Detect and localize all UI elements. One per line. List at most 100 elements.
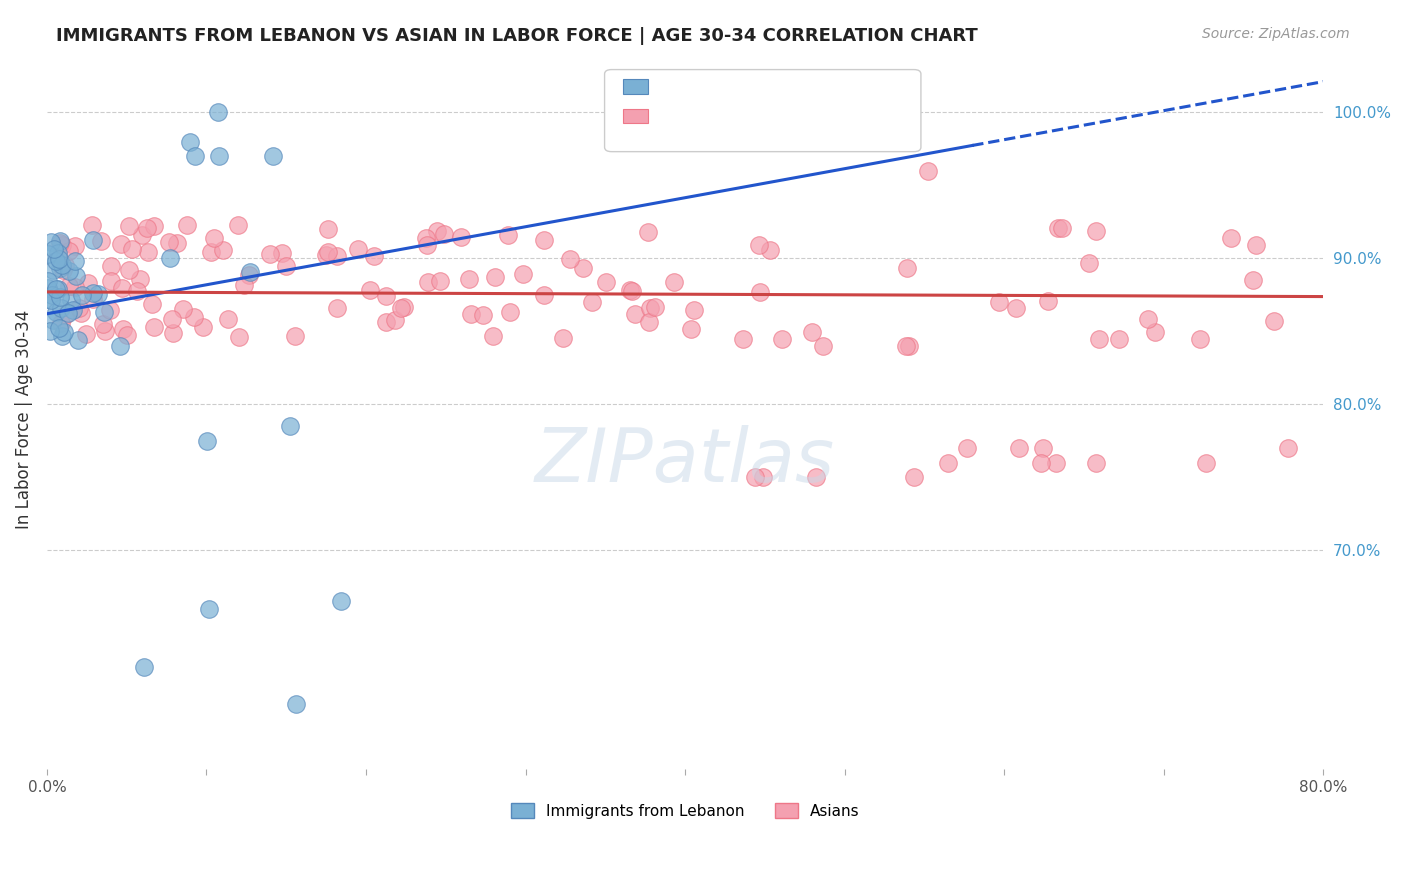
Point	[363, 249, 385, 263]
Point	[67, 333, 90, 347]
Point	[49, 235, 72, 249]
Point	[238, 268, 260, 283]
Point	[100, 259, 122, 273]
Point	[374, 289, 396, 303]
Text: IMMIGRANTS FROM LEBANON VS ASIAN IN LABOR FORCE | AGE 30-34 CORRELATION CHART: IMMIGRANTS FROM LEBANON VS ASIAN IN LABO…	[56, 27, 979, 45]
Point	[108, 339, 131, 353]
Point	[415, 231, 437, 245]
Point	[271, 246, 294, 260]
Point	[166, 235, 188, 250]
Text: N =: N =	[778, 76, 807, 90]
Point	[100, 274, 122, 288]
Point	[936, 456, 959, 470]
Point	[110, 236, 132, 251]
Point	[42, 242, 65, 256]
Point	[278, 419, 301, 434]
Point	[638, 301, 661, 315]
Point	[53, 309, 76, 323]
Point	[644, 300, 666, 314]
Point	[956, 441, 979, 455]
Point	[457, 272, 479, 286]
Point	[212, 243, 235, 257]
Point	[1136, 311, 1159, 326]
Point	[37, 246, 59, 260]
Point	[450, 229, 472, 244]
Point	[51, 238, 73, 252]
Point	[217, 312, 239, 326]
Point	[160, 312, 183, 326]
Point	[1085, 456, 1108, 470]
Point	[65, 269, 87, 284]
Point	[142, 319, 165, 334]
Point	[804, 470, 827, 484]
Point	[481, 329, 503, 343]
Point	[619, 283, 641, 297]
Point	[1143, 326, 1166, 340]
Y-axis label: In Labor Force | Age 30-34: In Labor Force | Age 30-34	[15, 310, 32, 529]
Point	[347, 242, 370, 256]
Point	[58, 244, 80, 259]
Point	[896, 261, 918, 276]
Point	[200, 244, 222, 259]
Point	[1077, 255, 1099, 269]
Point	[326, 301, 349, 315]
Point	[46, 282, 69, 296]
Point	[98, 302, 121, 317]
Point	[56, 306, 79, 320]
Point	[1045, 456, 1067, 470]
Point	[45, 282, 67, 296]
Point	[207, 105, 229, 120]
Point	[374, 314, 396, 328]
Point	[284, 697, 307, 711]
Point	[1189, 332, 1212, 346]
Point	[82, 233, 104, 247]
Point	[49, 316, 72, 330]
Point	[683, 302, 706, 317]
Point	[662, 275, 685, 289]
Point	[1038, 293, 1060, 308]
Point	[37, 274, 59, 288]
Point	[82, 285, 104, 300]
Point	[208, 149, 231, 163]
Point	[896, 339, 918, 353]
Point	[121, 242, 143, 256]
Point	[41, 288, 63, 302]
Point	[37, 292, 59, 306]
Legend: Immigrants from Lebanon, Asians: Immigrants from Lebanon, Asians	[505, 797, 866, 825]
Point	[637, 226, 659, 240]
Point	[1008, 441, 1031, 455]
Point	[49, 290, 72, 304]
Point	[42, 313, 65, 327]
Point	[62, 303, 84, 318]
Point	[426, 224, 449, 238]
Point	[228, 330, 250, 344]
Point	[75, 327, 97, 342]
Point	[749, 285, 772, 299]
Point	[274, 259, 297, 273]
Point	[45, 254, 67, 268]
Text: 51: 51	[830, 76, 851, 90]
Point	[184, 149, 207, 163]
Point	[111, 281, 134, 295]
Point	[903, 470, 925, 484]
Point	[1277, 441, 1299, 455]
Point	[284, 328, 307, 343]
Point	[60, 293, 83, 308]
Point	[384, 313, 406, 327]
Point	[183, 310, 205, 324]
Point	[329, 594, 352, 608]
Point	[1047, 221, 1070, 235]
Point	[1195, 456, 1218, 470]
Point	[433, 227, 456, 241]
Point	[49, 236, 72, 251]
Point	[91, 318, 114, 332]
Text: R =: R =	[657, 76, 685, 90]
Point	[1219, 231, 1241, 245]
Point	[624, 307, 647, 321]
Point	[48, 252, 70, 266]
Point	[1050, 221, 1073, 235]
Point	[471, 308, 494, 322]
Point	[48, 246, 70, 260]
Point	[752, 470, 775, 484]
Text: 142: 142	[830, 105, 862, 120]
